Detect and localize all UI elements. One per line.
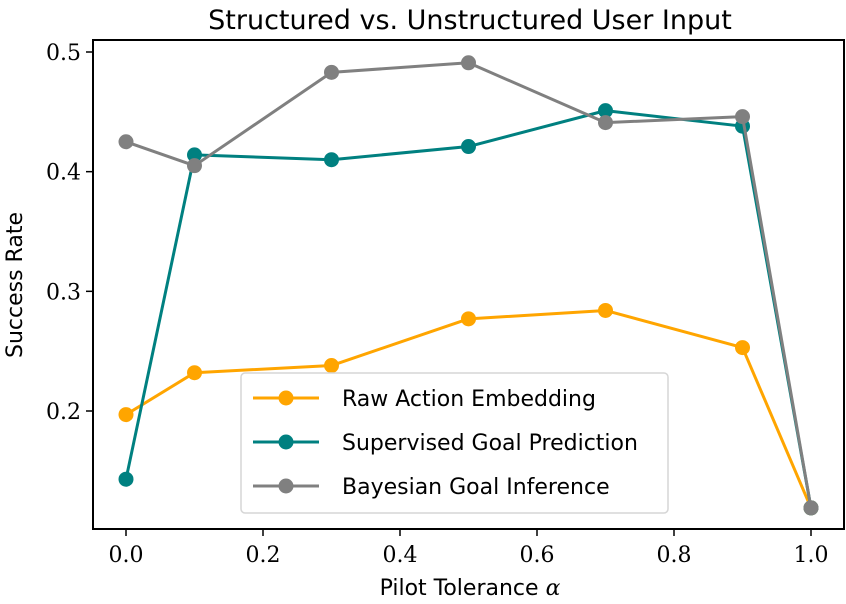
x-axis-label: Pilot Tolerance α <box>380 576 561 601</box>
legend-box <box>240 372 669 514</box>
data-point <box>118 471 134 487</box>
y-tick-label: 0.3 <box>46 280 81 305</box>
data-point <box>461 55 476 71</box>
x-tick-label: 0.8 <box>657 543 692 568</box>
legend-item: Bayesian Goal Inference <box>253 475 610 500</box>
y-tick-label: 0.4 <box>46 161 81 186</box>
data-point <box>803 500 819 516</box>
data-point <box>324 152 339 168</box>
x-tick-label: 0.4 <box>383 543 418 568</box>
axes-frame <box>92 39 845 530</box>
legend-marker <box>278 434 294 450</box>
y-axis-label: Success Rate <box>3 212 28 358</box>
legend-marker <box>278 478 294 494</box>
x-tick-label: 0.6 <box>520 543 555 568</box>
series-bayesian-goal-inference <box>118 55 819 516</box>
data-point <box>461 311 476 327</box>
data-point <box>598 302 613 318</box>
x-axis-label-text: Pilot Tolerance <box>380 576 539 601</box>
data-point <box>324 64 339 80</box>
y-tick-label: 0.2 <box>46 400 81 425</box>
axes: 0.0 0.2 0.4 0.6 0.8 1.0 0.2 0.3 0.4 0.5 <box>46 39 845 568</box>
data-point <box>598 115 613 131</box>
data-point <box>187 147 202 163</box>
data-point <box>187 365 202 381</box>
alpha-symbol: α <box>546 576 561 601</box>
legend-label: Supervised Goal Prediction <box>342 431 638 456</box>
data-point <box>187 158 202 174</box>
legend: Raw Action Embedding Supervised Goal Pred… <box>240 372 669 514</box>
data-point <box>735 109 750 125</box>
legend-label: Bayesian Goal Inference <box>342 475 610 500</box>
x-tick-label: 1.0 <box>794 543 829 568</box>
data-point <box>735 340 750 356</box>
chart-title: Structured vs. Unstructured User Input <box>208 5 732 36</box>
legend-item: Supervised Goal Prediction <box>253 431 638 456</box>
y-tick-label: 0.5 <box>46 41 81 66</box>
x-tick-label: 0.2 <box>246 543 281 568</box>
data-point <box>118 134 134 150</box>
data-point <box>461 139 476 155</box>
x-tick-label: 0.0 <box>109 543 144 568</box>
plot-area <box>118 55 819 516</box>
legend-marker <box>278 390 294 406</box>
legend-label: Raw Action Embedding <box>342 387 596 412</box>
legend-item: Raw Action Embedding <box>253 387 596 412</box>
data-point <box>118 407 134 423</box>
data-point <box>324 358 339 374</box>
data-point <box>598 103 613 119</box>
